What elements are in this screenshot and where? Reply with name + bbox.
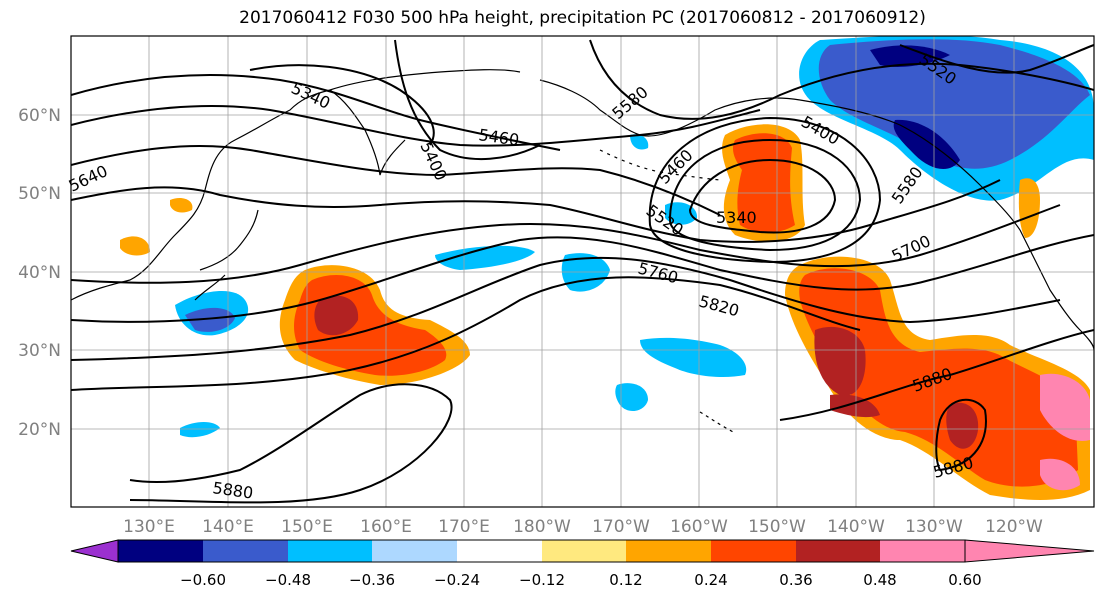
colorbar-swatch bbox=[711, 540, 796, 562]
shade-midpac-blue1 bbox=[435, 245, 535, 270]
colorbar-tick-label: −0.36 bbox=[349, 571, 395, 589]
colorbar-tick-label: −0.12 bbox=[519, 571, 565, 589]
shade-eastpac-pink bbox=[1040, 373, 1090, 441]
lat-tick-label: 50°N bbox=[18, 184, 61, 204]
shade-china-orange bbox=[120, 236, 150, 256]
shade-eastpac-pink2 bbox=[1040, 458, 1080, 491]
colorbar-tick-label: 0.36 bbox=[779, 571, 812, 589]
lon-tick-label: 160°E bbox=[360, 517, 412, 537]
shade-eastpac-dark3 bbox=[946, 402, 979, 449]
colorbar-extend-left bbox=[70, 539, 119, 563]
coast-kamchatka bbox=[329, 89, 406, 176]
contour-5400-north bbox=[394, 39, 541, 160]
shade-midpac-blue5 bbox=[180, 422, 220, 438]
colorbar-swatch bbox=[288, 540, 372, 562]
lat-tick-label: 40°N bbox=[18, 263, 61, 283]
map-frame bbox=[70, 35, 1095, 508]
shade-midpac-blue4 bbox=[615, 383, 648, 412]
contour-5880-a bbox=[71, 276, 861, 391]
colorbar-extend-right bbox=[964, 539, 1095, 563]
contour-low-5460 bbox=[648, 116, 882, 264]
lon-tick-label: 160°W bbox=[670, 517, 728, 537]
contour-5520 bbox=[71, 104, 761, 147]
colorbar-swatch bbox=[796, 540, 880, 562]
shade-gulf-red bbox=[732, 133, 795, 233]
coast-na-west bbox=[1019, 229, 1094, 351]
lat-tick-labels: 60°N 50°N 40°N 30°N 20°N bbox=[18, 106, 61, 440]
colorbar-swatch bbox=[880, 540, 965, 562]
shade-japan-darkblue bbox=[185, 307, 235, 332]
contour-5340-north bbox=[249, 64, 435, 146]
coast-alaska-s bbox=[799, 99, 1021, 231]
contour-low-5400 bbox=[668, 138, 862, 252]
coast-hawaii bbox=[699, 411, 736, 434]
shade-alaska-dark2 bbox=[893, 119, 960, 170]
contour-5880-south bbox=[129, 383, 453, 504]
contour-5520-ne bbox=[899, 44, 1094, 74]
colorbar bbox=[70, 539, 1095, 563]
lat-tick-label: 60°N bbox=[18, 106, 61, 126]
contour-5640 bbox=[71, 179, 1001, 243]
lon-tick-label: 150°E bbox=[281, 517, 333, 537]
contour-5880-loop bbox=[935, 398, 987, 471]
contour-5700 bbox=[71, 204, 1061, 284]
contour-5580 bbox=[71, 144, 721, 216]
map-title: 2017060412 F030 500 hPa height, precipit… bbox=[239, 8, 926, 28]
colorbar-tick-label: −0.48 bbox=[265, 571, 311, 589]
shade-gulf-blue bbox=[665, 202, 698, 225]
colorbar-tick-label: 0.12 bbox=[609, 571, 642, 589]
lat-tick-label: 20°N bbox=[18, 420, 61, 440]
contour-5460 bbox=[71, 74, 561, 151]
lon-tick-label: 180°W bbox=[513, 517, 571, 537]
shade-eastpac-dark2 bbox=[830, 394, 880, 418]
coast-aleutians bbox=[599, 149, 721, 181]
colorbar-tick-label: 0.60 bbox=[948, 571, 981, 589]
shade-bering-blue bbox=[630, 134, 649, 150]
contour-5820 bbox=[71, 256, 1061, 361]
lon-tick-label: 140°W bbox=[827, 517, 885, 537]
colorbar-outline bbox=[117, 539, 966, 563]
colorbar-tick-labels: −0.60 −0.48 −0.36 −0.24 −0.12 0.12 0.24 … bbox=[180, 571, 982, 589]
colorbar-swatch bbox=[542, 540, 626, 562]
shade-alaska-dark bbox=[870, 45, 950, 67]
colorbar-tick-label: 0.24 bbox=[694, 571, 727, 589]
height-contours bbox=[71, 39, 1094, 504]
shade-wpac-dark bbox=[314, 295, 359, 336]
coastlines bbox=[71, 69, 1094, 434]
colorbar-swatch bbox=[118, 540, 203, 562]
colorbar-swatch bbox=[626, 540, 711, 562]
lon-tick-label: 140°E bbox=[202, 517, 254, 537]
graticule bbox=[71, 36, 1094, 507]
colorbar-swatch bbox=[372, 540, 457, 562]
shade-eastpac-dark bbox=[814, 326, 866, 396]
contour-label: 5340 bbox=[716, 208, 757, 227]
colorbar-tick-label: 0.48 bbox=[863, 571, 896, 589]
lon-tick-label: 120°W bbox=[985, 517, 1043, 537]
lon-tick-label: 170°E bbox=[438, 517, 490, 537]
shade-china-orange2 bbox=[170, 198, 193, 213]
lat-tick-label: 30°N bbox=[18, 341, 61, 361]
colorbar-swatch bbox=[457, 540, 542, 562]
lon-tick-labels: 130°E 140°E 150°E 160°E 170°E 180°W 170°… bbox=[123, 517, 1043, 537]
contour-5580-north bbox=[589, 39, 1094, 120]
contour-5880-east bbox=[779, 329, 1094, 421]
coast-asia bbox=[71, 89, 331, 301]
contour-5760 bbox=[71, 234, 1094, 323]
coast-siberia bbox=[329, 69, 521, 91]
shade-midpac-blue3 bbox=[640, 337, 747, 378]
lon-tick-label: 150°W bbox=[748, 517, 806, 537]
coast-japan bbox=[194, 209, 259, 301]
colorbar-swatch bbox=[203, 540, 288, 562]
lon-tick-label: 170°W bbox=[592, 517, 650, 537]
lon-tick-label: 130°E bbox=[123, 517, 175, 537]
colorbar-tick-label: −0.60 bbox=[180, 571, 226, 589]
colorbar-tick-label: −0.24 bbox=[434, 571, 480, 589]
contour-low-5340 bbox=[688, 158, 837, 234]
lon-tick-label: 130°W bbox=[905, 517, 963, 537]
